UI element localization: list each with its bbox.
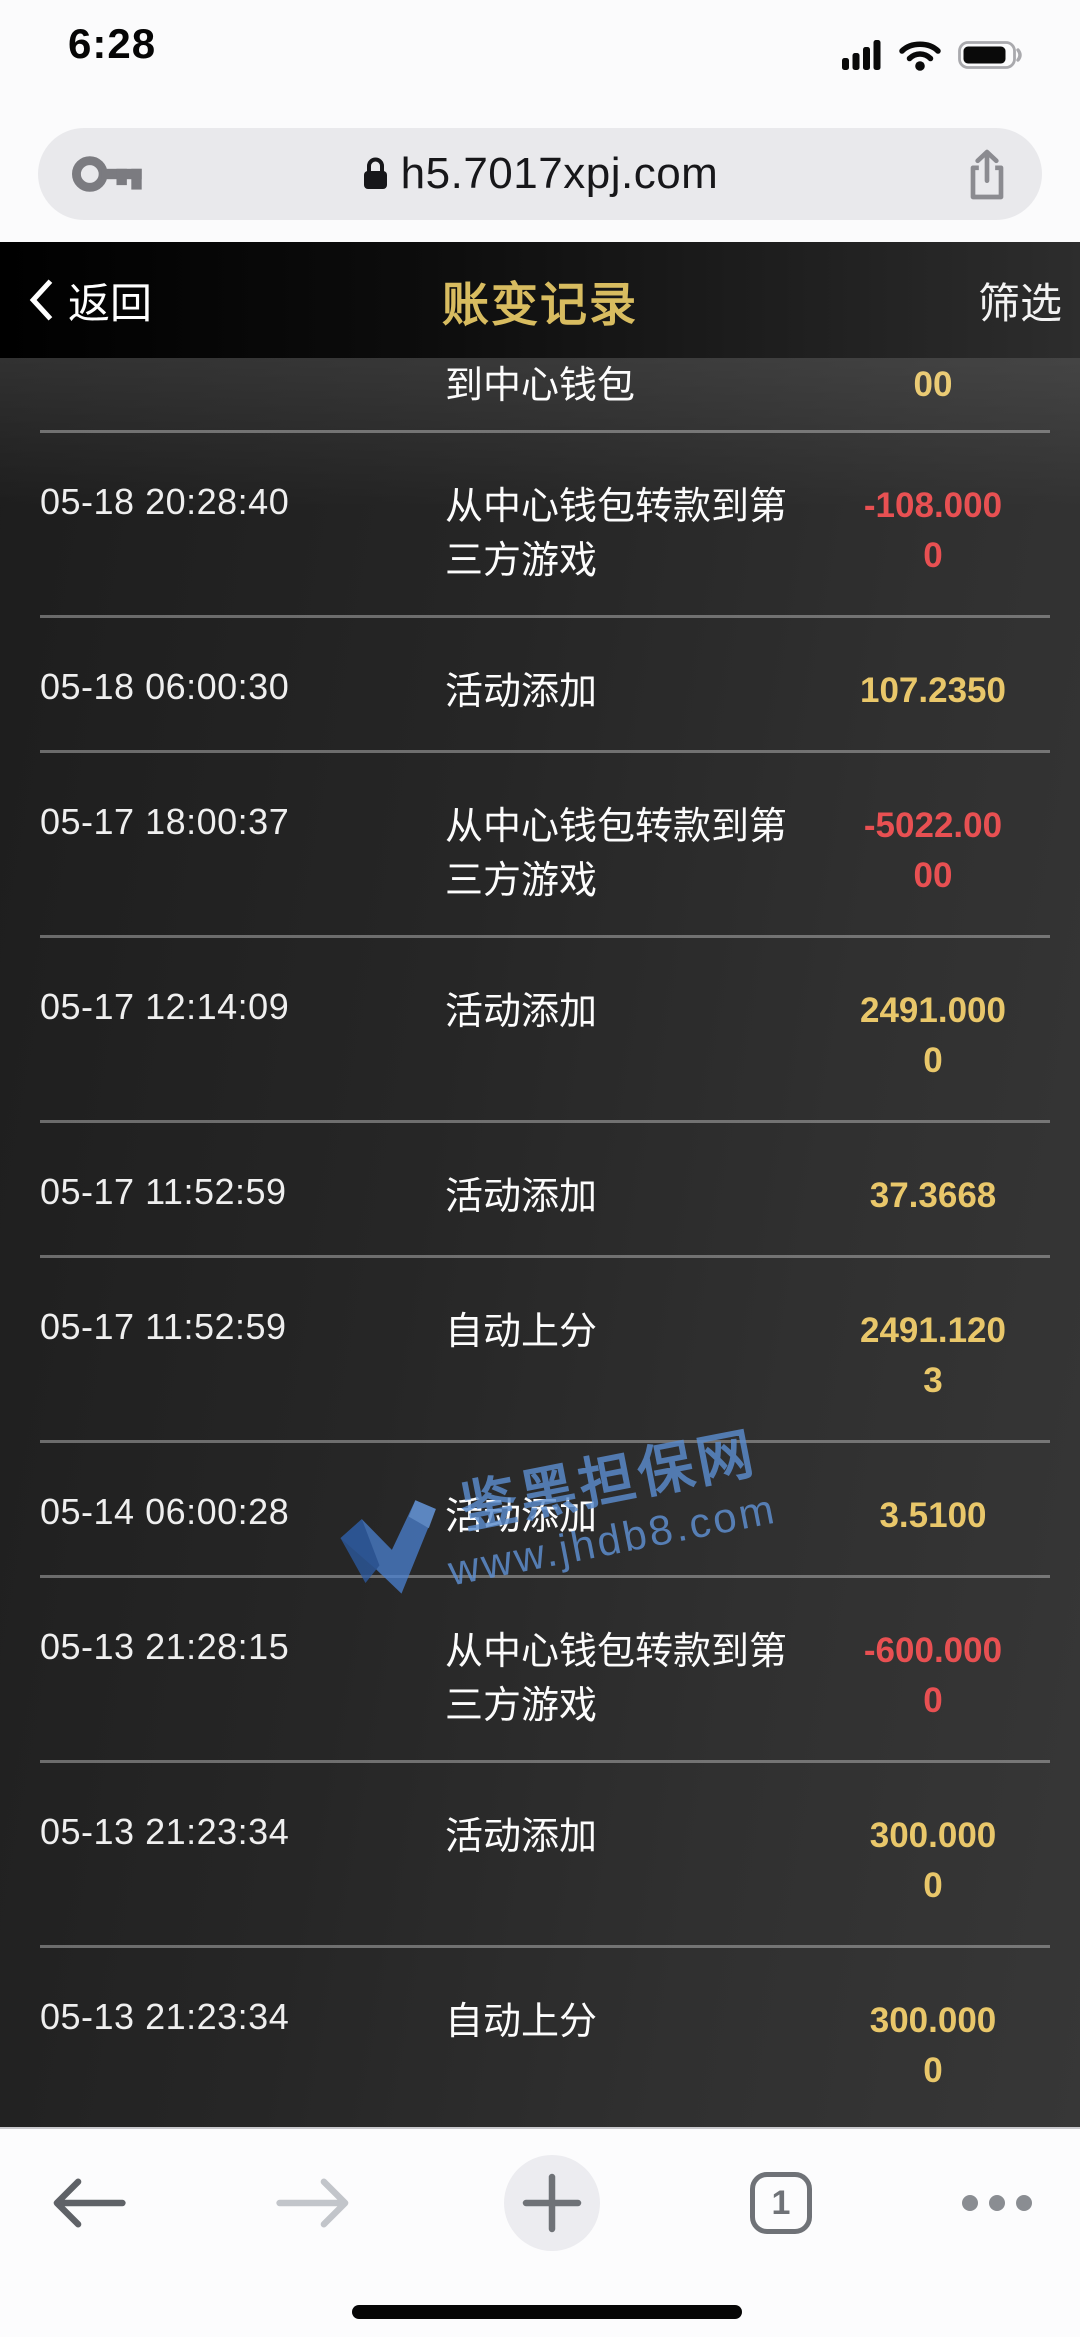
nav-back-arrow-icon (53, 2178, 126, 2228)
url-display[interactable]: h5.7017xpj.com (38, 128, 1042, 220)
back-label: 返回 (68, 279, 153, 327)
table-row: 05-13 21:28:15 从中心钱包转款到第三方游戏 -600.000 0 (0, 1578, 1080, 1760)
back-button[interactable]: 返回 (28, 270, 152, 331)
transaction-type: 自动上分 (445, 1311, 598, 1353)
table-row: 05-13 21:23:34 活动添加 300.000 0 (0, 1763, 1080, 1945)
wifi-icon (898, 38, 942, 77)
row-divider (40, 935, 1050, 938)
row-divider (40, 1945, 1050, 1948)
table-row: 05-17 12:14:09 活动添加 2491.000 0 (0, 938, 1080, 1120)
transaction-time: 05-14 06:00:28 (40, 1491, 290, 1532)
transaction-amount: -600.000 0 (863, 1631, 1003, 1720)
transaction-type: 自动上分 (445, 2001, 598, 2043)
browser-chrome-top: 6:28 (0, 0, 1080, 242)
transaction-time: 05-13 21:23:34 (40, 1996, 290, 2037)
share-icon[interactable] (964, 148, 1010, 209)
transaction-time: 05-18 20:28:40 (40, 481, 290, 522)
home-indicator[interactable] (352, 2305, 742, 2319)
transaction-amount: 107.2350 (860, 671, 1006, 710)
row-divider (40, 430, 1050, 433)
table-row: 05-17 11:52:59 活动添加 37.3668 (0, 1123, 1080, 1255)
transaction-type: 活动添加 (445, 1496, 598, 1538)
forward-nav-button[interactable] (276, 2174, 354, 2232)
transaction-amount: 2491.120 3 (860, 1311, 1006, 1400)
plus-icon (522, 2173, 582, 2233)
row-divider (40, 750, 1050, 753)
table-row: 05-17 18:00:37 从中心钱包转款到第三方游戏 -5022.00 00 (0, 753, 1080, 935)
transaction-amount: 300.000 0 (869, 1816, 997, 1905)
status-time: 6:28 (68, 20, 157, 67)
transaction-type: 从中心钱包转款到第三方游戏 (445, 806, 788, 902)
row-divider (40, 1255, 1050, 1258)
filter-button[interactable]: 筛选 (977, 279, 1062, 327)
transaction-list[interactable]: 到中心钱包 00 05-18 20:28:40 从中心钱包转款到第三方游戏 -1… (0, 358, 1080, 2127)
new-tab-button[interactable] (504, 2155, 600, 2251)
transaction-type: 从中心钱包转款到第三方游戏 (445, 1631, 788, 1727)
row-divider (40, 615, 1050, 618)
page-title: 账变记录 (442, 277, 638, 331)
transaction-type: 活动添加 (445, 1176, 598, 1218)
back-nav-button[interactable] (48, 2174, 126, 2232)
transaction-time: 05-17 18:00:37 (40, 801, 290, 842)
table-row: 05-13 21:23:34 自动上分 300.000 0 (0, 1948, 1080, 2127)
table-row: 05-17 11:52:59 自动上分 2491.120 3 (0, 1258, 1080, 1440)
transaction-time: 05-18 06:00:30 (40, 666, 290, 707)
transaction-type: 从中心钱包转款到第三方游戏 (445, 486, 788, 582)
row-divider (40, 1440, 1050, 1443)
row-divider (40, 1575, 1050, 1578)
transaction-time: 05-13 21:28:15 (40, 1626, 290, 1667)
ellipsis-menu-icon[interactable] (962, 2195, 1032, 2211)
transaction-time: 05-17 11:52:59 (40, 1306, 287, 1347)
transaction-time: 05-17 11:52:59 (40, 1171, 287, 1212)
transaction-amount: 37.3668 (869, 1176, 997, 1215)
status-icons (842, 38, 1024, 77)
transaction-amount: 3.5100 (879, 1496, 987, 1535)
transaction-amount: 00 (913, 365, 953, 404)
app-header: 返回 账变记录 筛选 (0, 242, 1080, 358)
transaction-amount: 300.000 0 (869, 2001, 997, 2090)
secure-lock-icon (363, 157, 387, 189)
transaction-time: 05-13 21:23:34 (40, 1811, 290, 1852)
transaction-type: 到中心钱包 (445, 365, 636, 407)
table-row: 05-14 06:00:28 活动添加 3.5100 (0, 1443, 1080, 1575)
transaction-time: 05-17 12:14:09 (40, 986, 290, 1027)
transaction-type: 活动添加 (445, 1816, 598, 1858)
transaction-amount: -5022.00 00 (863, 806, 1003, 895)
table-row: 05-18 20:28:40 从中心钱包转款到第三方游戏 -108.000 0 (0, 433, 1080, 615)
address-bar[interactable]: h5.7017xpj.com (38, 128, 1042, 220)
transaction-type: 活动添加 (445, 991, 598, 1033)
status-bar: 6:28 (0, 0, 1080, 88)
transaction-amount: -108.000 0 (863, 486, 1003, 575)
nav-forward-arrow-icon (276, 2178, 349, 2228)
transaction-type: 活动添加 (445, 671, 598, 713)
transaction-amount: 2491.000 0 (860, 991, 1006, 1080)
table-row-partial: 到中心钱包 00 (0, 358, 1080, 430)
url-text: h5.7017xpj.com (400, 149, 719, 198)
password-key-icon[interactable] (72, 150, 158, 203)
tabs-button[interactable]: 1 (750, 2172, 812, 2234)
row-divider (40, 1760, 1050, 1763)
chevron-left-icon (29, 279, 53, 321)
row-divider (40, 1120, 1050, 1123)
browser-toolbar: 1 (0, 2127, 1080, 2337)
table-row: 05-18 06:00:30 活动添加 107.2350 (0, 618, 1080, 750)
cellular-signal-icon (842, 38, 882, 77)
battery-icon (958, 39, 1024, 76)
rows-container: 05-18 20:28:40 从中心钱包转款到第三方游戏 -108.000 0 … (0, 430, 1080, 2127)
